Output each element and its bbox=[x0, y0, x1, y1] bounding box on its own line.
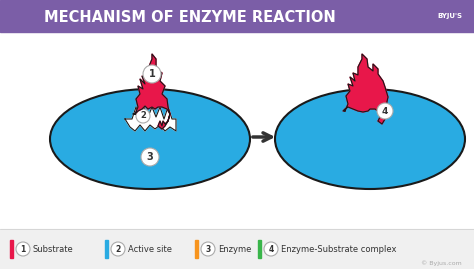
Text: 2: 2 bbox=[115, 245, 120, 253]
Text: 2: 2 bbox=[140, 111, 146, 121]
Bar bbox=[258, 240, 261, 258]
Text: BYJU'S: BYJU'S bbox=[438, 13, 463, 19]
Text: Substrate: Substrate bbox=[33, 245, 74, 253]
Circle shape bbox=[141, 148, 159, 166]
Text: 3: 3 bbox=[146, 152, 154, 162]
Polygon shape bbox=[133, 54, 170, 129]
Bar bbox=[0, 0, 474, 32]
Ellipse shape bbox=[50, 89, 250, 189]
Bar bbox=[195, 240, 198, 258]
Circle shape bbox=[377, 103, 393, 119]
Circle shape bbox=[16, 242, 30, 256]
Bar bbox=[0, 229, 474, 269]
Text: 1: 1 bbox=[149, 69, 155, 79]
Text: © Byjus.com: © Byjus.com bbox=[421, 260, 462, 266]
Polygon shape bbox=[343, 54, 388, 124]
Text: MECHANISM OF ENZYME REACTION: MECHANISM OF ENZYME REACTION bbox=[44, 9, 336, 24]
Ellipse shape bbox=[275, 89, 465, 189]
Circle shape bbox=[143, 65, 161, 83]
Text: Active site: Active site bbox=[128, 245, 172, 253]
Polygon shape bbox=[125, 107, 176, 131]
Text: 4: 4 bbox=[382, 107, 388, 115]
Bar bbox=[105, 240, 108, 258]
Bar bbox=[10, 240, 13, 258]
Text: 1: 1 bbox=[20, 245, 26, 253]
Circle shape bbox=[136, 109, 150, 123]
Circle shape bbox=[264, 242, 278, 256]
Text: 3: 3 bbox=[205, 245, 210, 253]
Text: Enzyme: Enzyme bbox=[218, 245, 251, 253]
Circle shape bbox=[111, 242, 125, 256]
Text: Enzyme-Substrate complex: Enzyme-Substrate complex bbox=[281, 245, 396, 253]
Text: 4: 4 bbox=[268, 245, 273, 253]
Bar bbox=[428, 3, 472, 29]
Circle shape bbox=[201, 242, 215, 256]
